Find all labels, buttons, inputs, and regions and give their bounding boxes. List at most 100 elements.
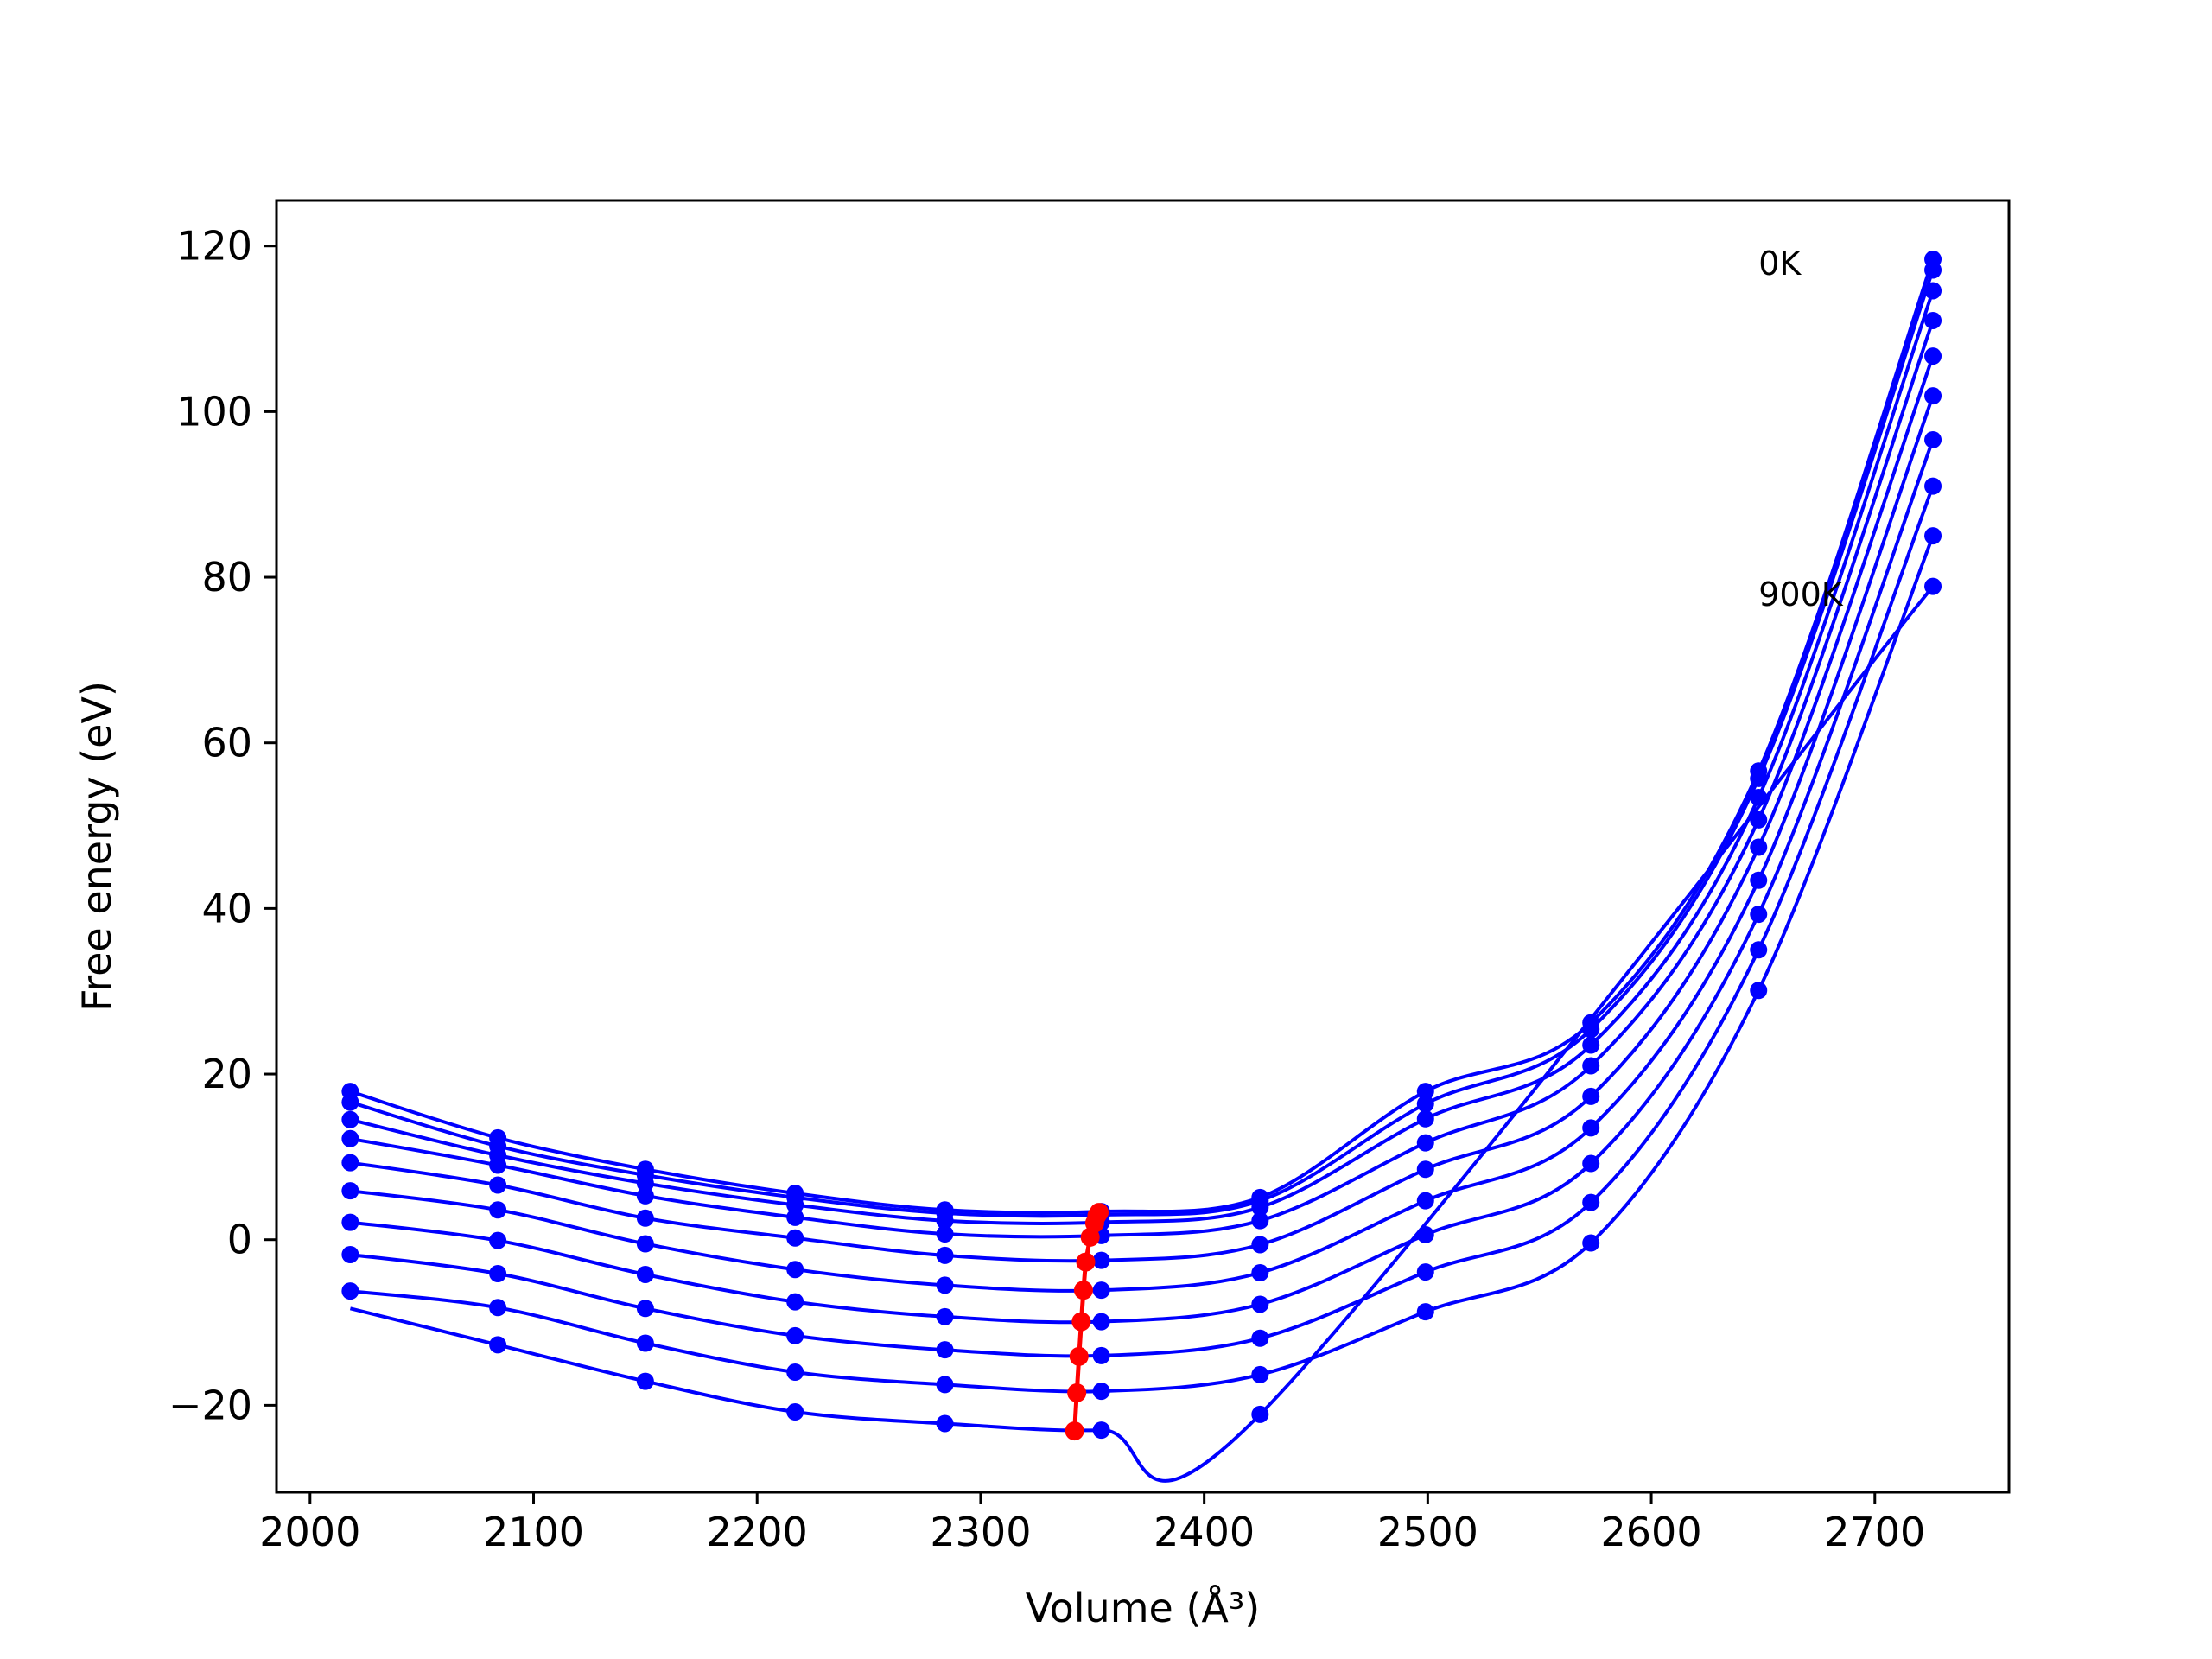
- data-point: [636, 1300, 654, 1318]
- fit-curve-4: [350, 355, 1935, 1263]
- data-point: [1251, 1329, 1269, 1347]
- data-point: [936, 1276, 954, 1294]
- minima-path: [1065, 1203, 1109, 1441]
- fit-curves: [349, 258, 1935, 1483]
- data-point: [1092, 1251, 1110, 1269]
- data-point: [1582, 1234, 1600, 1252]
- y-tick-label: 80: [201, 554, 252, 601]
- data-point: [1924, 311, 1942, 329]
- data-point: [1750, 769, 1768, 787]
- data-point: [1924, 577, 1942, 595]
- fit-curve-3: [350, 320, 1935, 1239]
- data-point: [1582, 1036, 1600, 1054]
- y-tick-label: 60: [201, 720, 252, 766]
- data-point: [936, 1414, 954, 1433]
- data-point: [1750, 810, 1768, 829]
- minimum-point: [1071, 1312, 1091, 1332]
- y-tick-label: 20: [201, 1051, 252, 1097]
- data-point: [786, 1326, 804, 1344]
- data-point: [1092, 1421, 1110, 1440]
- fit-curve-9: [349, 585, 1935, 1483]
- data-point: [1251, 1198, 1269, 1217]
- data-point: [936, 1246, 954, 1264]
- y-axis-ticks: −20 0 20 40 60 80 100 120: [168, 223, 276, 1428]
- data-point: [1924, 430, 1942, 448]
- data-point: [1092, 1281, 1110, 1300]
- annotations: 0K 900K: [1758, 245, 1844, 613]
- y-tick-label: −20: [168, 1382, 252, 1428]
- fit-curve-8: [350, 535, 1935, 1394]
- fit-curve-7: [350, 485, 1935, 1358]
- minimum-point: [1069, 1346, 1089, 1366]
- data-point: [1750, 871, 1768, 889]
- data-point: [636, 1235, 654, 1253]
- data-point: [1092, 1382, 1110, 1401]
- data-point: [1750, 906, 1768, 924]
- data-point: [489, 1231, 507, 1249]
- data-point: [636, 1174, 654, 1192]
- data-point: [786, 1363, 804, 1382]
- data-point: [636, 1209, 654, 1227]
- data-point: [1416, 1192, 1434, 1210]
- data-point: [786, 1403, 804, 1421]
- data-point: [341, 1182, 359, 1200]
- x-tick-label: 2100: [483, 1509, 584, 1555]
- minimum-point: [1067, 1383, 1087, 1402]
- data-point: [341, 1282, 359, 1300]
- data-point: [936, 1341, 954, 1359]
- data-point: [489, 1201, 507, 1219]
- data-point: [1416, 1083, 1434, 1101]
- data-point: [786, 1293, 804, 1311]
- data-point: [341, 1154, 359, 1172]
- x-tick-label: 2200: [707, 1509, 808, 1555]
- data-point: [1251, 1264, 1269, 1282]
- data-point: [341, 1129, 359, 1147]
- data-point: [786, 1208, 804, 1226]
- data-point: [489, 1156, 507, 1174]
- data-point: [1924, 527, 1942, 545]
- y-axis-label: Free energy (eV): [73, 681, 120, 1012]
- data-point: [1251, 1236, 1269, 1254]
- data-point: [1251, 1365, 1269, 1383]
- data-point: [1416, 1109, 1434, 1128]
- y-tick-label: 100: [176, 388, 252, 435]
- data-point: [1416, 1160, 1434, 1179]
- annotation-label: 900K: [1758, 575, 1844, 613]
- data-point: [489, 1176, 507, 1194]
- data-point: [489, 1336, 507, 1354]
- data-point: [341, 1213, 359, 1231]
- data-point: [1092, 1313, 1110, 1331]
- x-tick-label: 2500: [1377, 1509, 1478, 1555]
- data-point: [636, 1265, 654, 1283]
- data-point: [1582, 1020, 1600, 1039]
- fit-curve-0: [349, 258, 1935, 1215]
- fit-curve-1: [349, 269, 1935, 1218]
- minimum-point: [1073, 1281, 1093, 1300]
- data-point: [1416, 1263, 1434, 1281]
- data-point: [489, 1265, 507, 1282]
- x-tick-label: 2400: [1154, 1509, 1255, 1555]
- fit-curve-5: [350, 395, 1935, 1293]
- data-point: [1092, 1346, 1110, 1364]
- y-tick-label: 120: [176, 223, 252, 270]
- data-point: [1251, 1211, 1269, 1230]
- data-point: [936, 1225, 954, 1243]
- data-point: [636, 1334, 654, 1352]
- x-axis-label: Volume (Å³): [1026, 1585, 1261, 1631]
- data-point: [786, 1196, 804, 1214]
- data-point: [1924, 477, 1942, 495]
- data-point: [1750, 941, 1768, 959]
- x-axis-ticks: 2000 2100 2200 2300 2400 2500 2600 2700: [259, 1492, 1925, 1555]
- data-point: [1416, 1134, 1434, 1152]
- plot-frame: [275, 199, 2011, 1494]
- data-point: [1251, 1405, 1269, 1423]
- y-tick-label: 0: [227, 1217, 252, 1263]
- data-point: [1582, 1193, 1600, 1211]
- data-point: [341, 1245, 359, 1263]
- data-point: [341, 1110, 359, 1128]
- data-point: [936, 1211, 954, 1230]
- data-point: [1416, 1303, 1434, 1321]
- fit-curve-2: [349, 289, 1935, 1225]
- data-point: [341, 1093, 359, 1111]
